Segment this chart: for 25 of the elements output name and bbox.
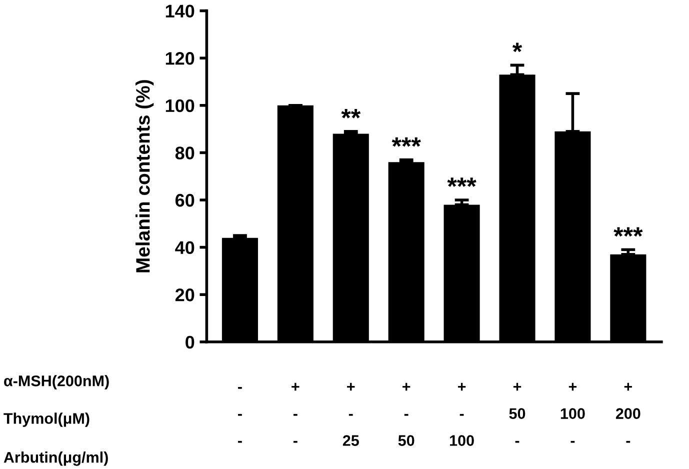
text: Arbutin(μg/ml) — [4, 452, 108, 466]
y-axis-title: Melanin contents (%) — [136, 80, 154, 272]
annotation: *** — [614, 227, 643, 237]
y-tick-label: 0 — [186, 336, 194, 349]
y-tick-label: 100 — [166, 99, 194, 112]
annotation: *** — [447, 178, 476, 187]
annotation: *** — [392, 137, 421, 147]
y-tick-label: 80 — [175, 146, 194, 160]
y-tick-label: 40 — [175, 241, 194, 254]
category-label: + 100 - — [560, 382, 585, 443]
category-label: + - - — [292, 382, 300, 443]
y-tick-label: 140 — [166, 4, 194, 18]
y-tick-label: 60 — [175, 194, 194, 207]
category-label: + 200 - — [616, 382, 640, 443]
category-label: + - 25 — [342, 382, 359, 446]
text: Thymol(μM) — [4, 412, 90, 427]
category-label: + 50 - — [509, 382, 526, 443]
annotation: ** — [341, 109, 361, 118]
y-tick-label: 20 — [175, 288, 194, 302]
text: α-MSH(200nM) — [4, 375, 109, 390]
category-label: - - - — [238, 386, 242, 443]
category-label: + - 50 — [398, 382, 414, 446]
annotation: * — [512, 42, 522, 52]
category-label: + - 100 — [450, 382, 474, 446]
y-tick-label: 120 — [166, 52, 194, 65]
